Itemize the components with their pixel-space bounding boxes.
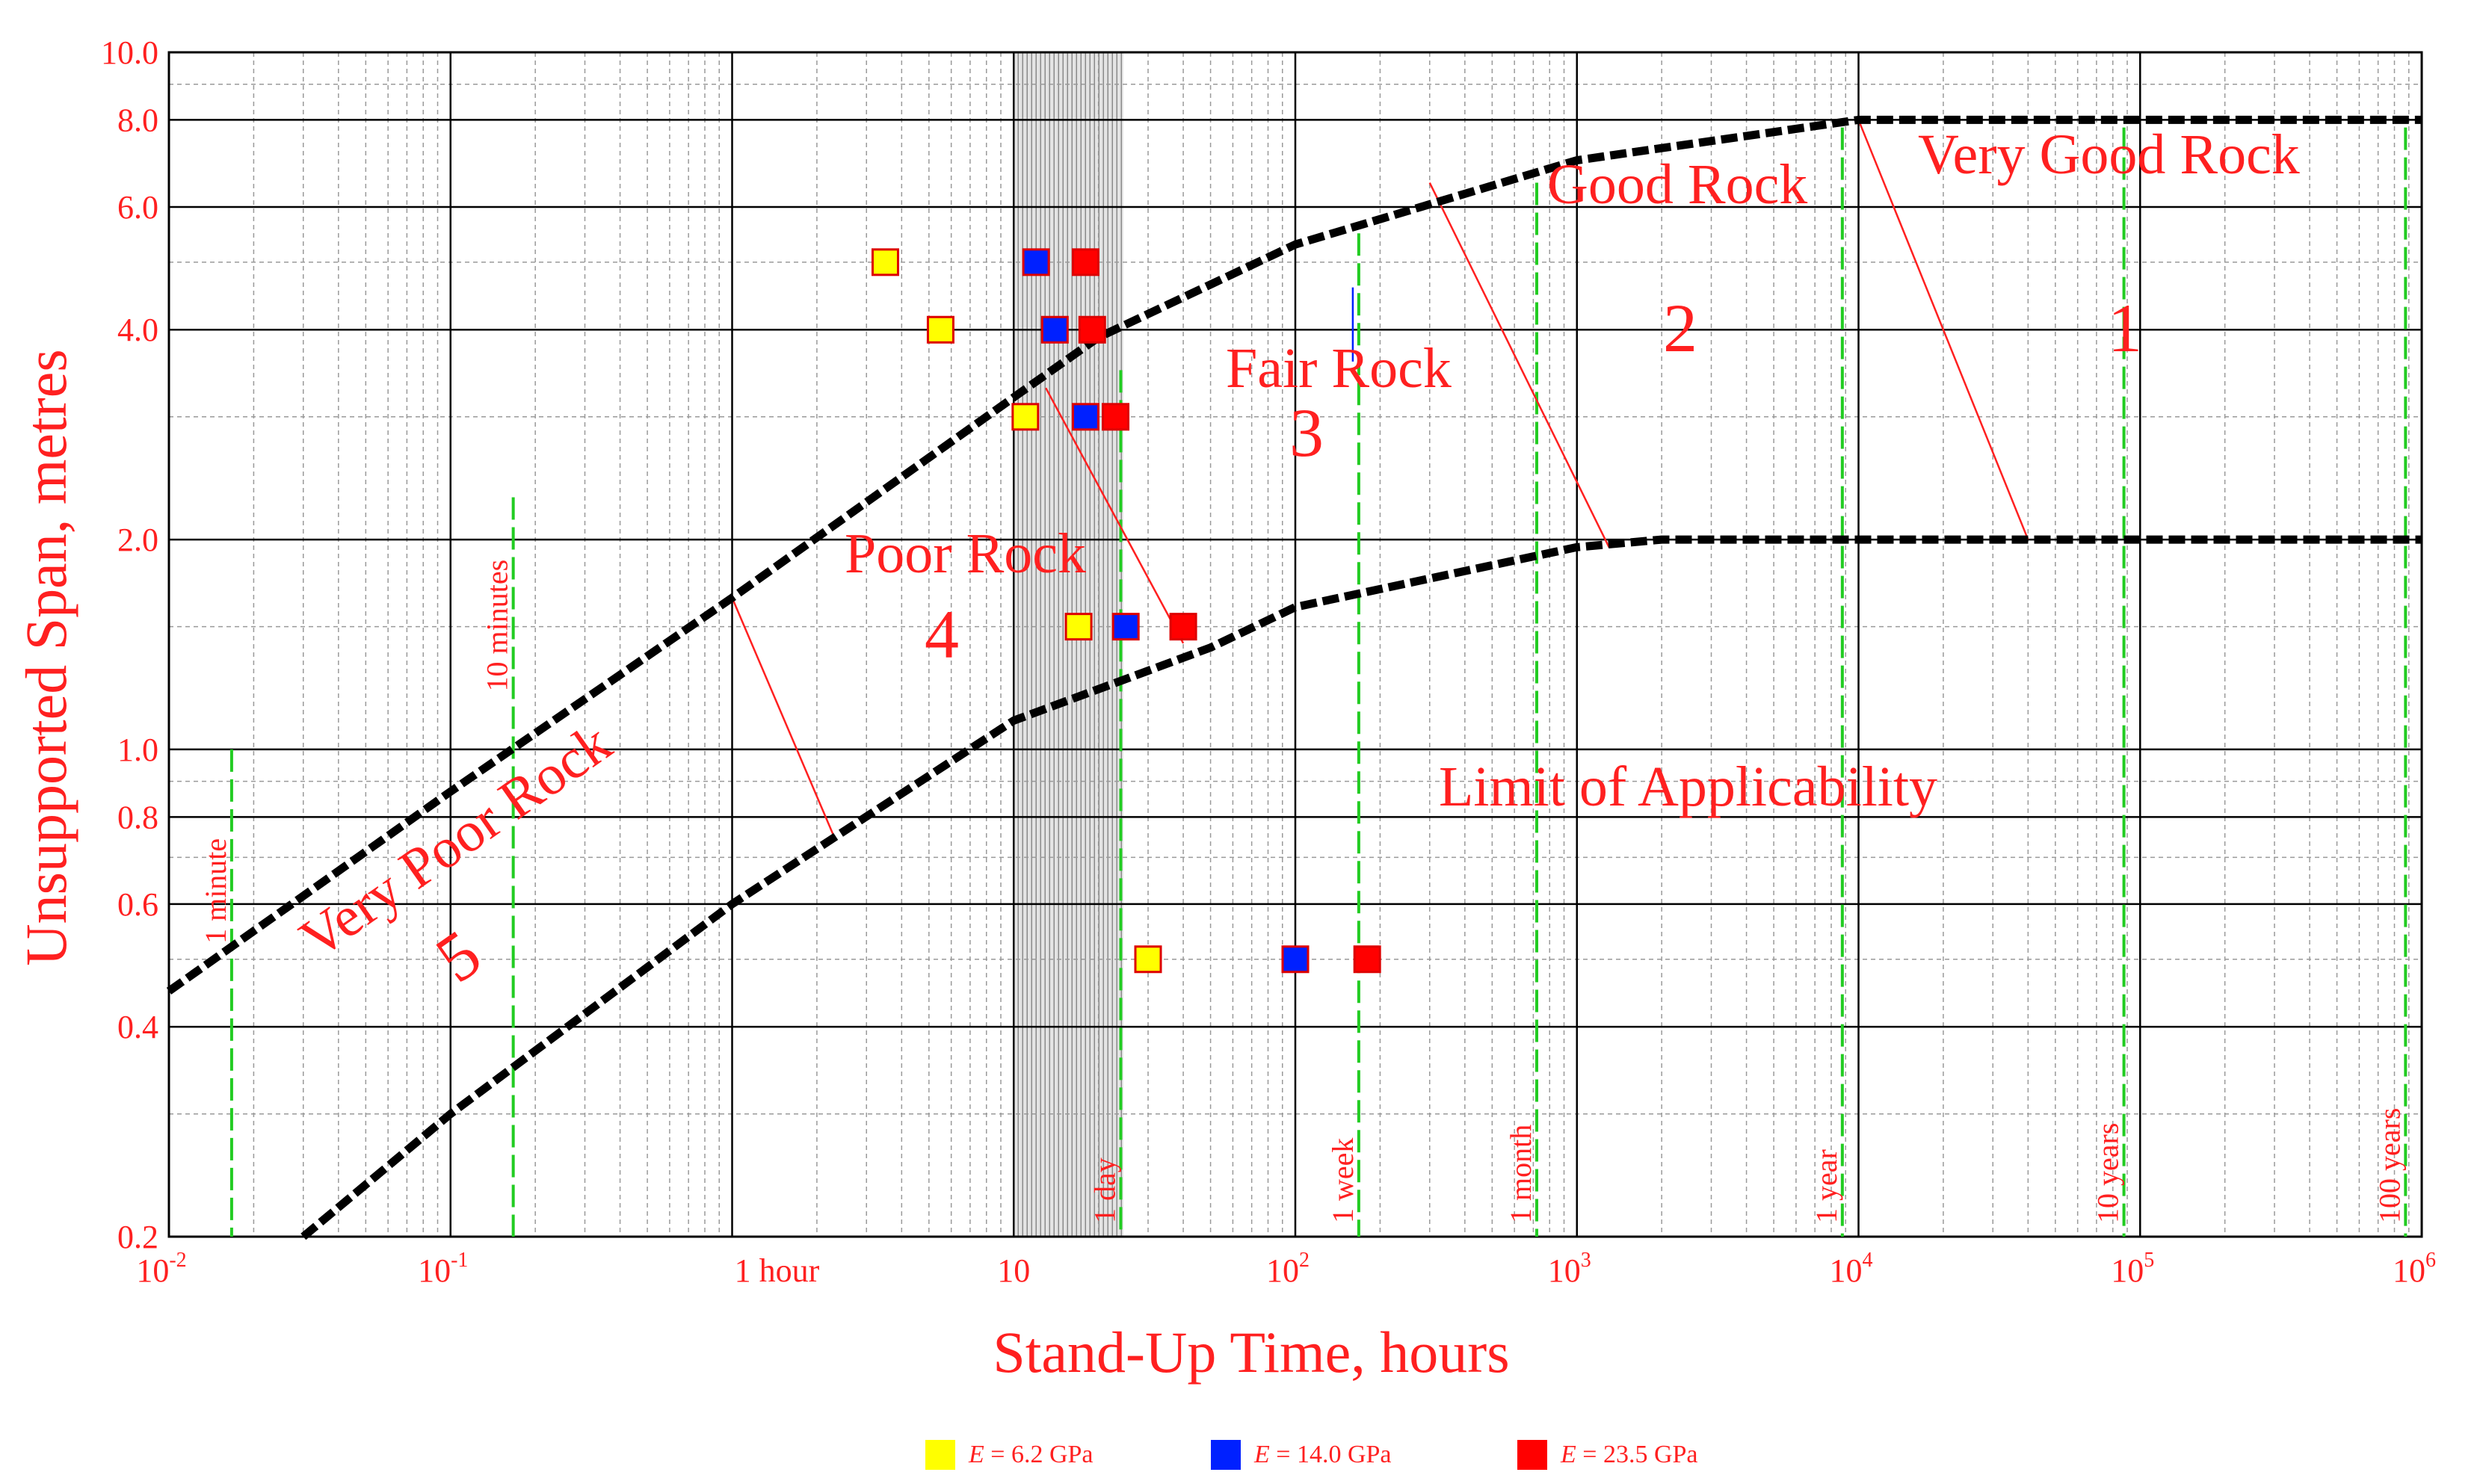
y-tick-label: 0.8: [117, 799, 158, 835]
data-point-series-1: [871, 248, 899, 276]
legend-var: E: [969, 1441, 984, 1468]
x-tick-exponent: 5: [2144, 1249, 2154, 1272]
y-tick-label: 4.0: [117, 312, 158, 348]
y-tick-label: 10.0: [101, 34, 158, 71]
x-tick-base: 10: [1266, 1252, 1299, 1289]
rock-class-label-1: Very Good Rock: [1918, 123, 2300, 186]
x-tick-exponent: -2: [169, 1249, 186, 1272]
axis-titles: Stand-Up Time, hours Unsupported Span, m…: [13, 349, 1510, 1385]
legend-item-e-6-2: E = 6.2 GPa: [925, 1436, 1094, 1474]
legend-var: E: [1561, 1441, 1576, 1468]
data-point-series-2: [1111, 613, 1140, 641]
legend-label-text: = 6.2 GPa: [984, 1441, 1094, 1468]
data-points: [871, 248, 1381, 974]
class-divider-line: [1428, 182, 1610, 548]
data-point-series-3: [1169, 613, 1197, 641]
x-tick-base: 10: [2111, 1252, 2144, 1289]
x-tick-label: 104: [1830, 1249, 1873, 1289]
class-divider-line: [1857, 119, 2029, 540]
time-marker-label: 1 week: [1326, 1138, 1360, 1223]
rock-class-number-3: 3: [1289, 395, 1324, 471]
x-tick-base: 10: [997, 1252, 1030, 1289]
data-point-series-1: [926, 315, 954, 344]
legend-item-e-14-0: E = 14.0 GPa: [1211, 1436, 1392, 1474]
x-tick-exponent: 2: [1299, 1249, 1310, 1272]
data-point-series-3: [1102, 403, 1130, 431]
hatched-band-fill: [1014, 52, 1123, 1237]
x-tick-base: 10: [2393, 1252, 2425, 1289]
y-tick-label: 1.0: [117, 732, 158, 768]
time-marker-label: 10 minutes: [481, 560, 514, 692]
legend-label-text: = 14.0 GPa: [1269, 1441, 1392, 1468]
rock-class-label-2: Good Rock: [1547, 153, 1807, 216]
legend-item-e-23-5: E = 23.5 GPa: [1517, 1436, 1698, 1474]
y-tick-label: 6.0: [117, 189, 158, 226]
x-tick-label: 102: [1266, 1249, 1310, 1289]
legend-swatch-yellow: [925, 1440, 955, 1470]
legend-var: E: [1254, 1441, 1270, 1468]
rock-class-number-1: 1: [2108, 290, 2142, 366]
y-tick-label: 8.0: [117, 102, 158, 138]
time-marker-label: 1 month: [1504, 1125, 1537, 1223]
time-marker-label: 100 years: [2372, 1108, 2406, 1223]
x-tick-label: 103: [1548, 1249, 1591, 1289]
class-divider-line: [731, 597, 835, 837]
legend-swatch-blue: [1211, 1440, 1241, 1470]
data-point-series-2: [1040, 315, 1069, 344]
time-marker-label: 1 year: [1810, 1149, 1843, 1223]
x-axis-title: Stand-Up Time, hours: [993, 1320, 1509, 1385]
x-tick-base: 10: [418, 1252, 451, 1289]
class-dividers: [731, 119, 2029, 837]
rock-class-label-4: Poor Rock: [845, 522, 1086, 585]
y-tick-label: 0.2: [117, 1219, 158, 1255]
time-marker-label: 1 minute: [199, 838, 232, 944]
data-point-series-3: [1078, 315, 1106, 344]
x-tick-exponent: -1: [451, 1249, 468, 1272]
x-tick-exponent: 4: [1863, 1249, 1873, 1272]
time-marker-label: 10 years: [2091, 1123, 2125, 1223]
y-tick-label: 2.0: [117, 522, 158, 558]
data-point-series-3: [1071, 248, 1099, 276]
grid: [167, 51, 2423, 1238]
tick-labels: 10.08.06.04.02.01.00.80.60.40.210-2 10-1 1…: [101, 34, 2436, 1289]
data-point-series-2: [1022, 248, 1050, 276]
y-tick-label: 0.6: [117, 886, 158, 923]
time-markers: 1 minute 10 minutes 1 day 1 week 1 month 1 ye…: [199, 127, 2408, 1237]
x-tick-base: 10: [1548, 1252, 1581, 1289]
x-tick-base: 10: [1830, 1252, 1863, 1289]
rock-class-label-3: Fair Rock: [1226, 337, 1452, 400]
x-tick-label: 10-1: [418, 1249, 468, 1289]
x-tick-label: 106: [2393, 1249, 2436, 1289]
region-labels: Very Good Rock Good Rock Fair Rock Poor …: [289, 123, 2300, 997]
plot-frame: [167, 51, 2423, 1238]
data-point-series-2: [1281, 945, 1310, 974]
class-divider-line: [1045, 387, 1185, 644]
x-tick-label: 10-2: [136, 1249, 186, 1289]
rock-class-number-5: 5: [422, 915, 494, 997]
legend-label-text: = 23.5 GPa: [1576, 1441, 1698, 1468]
time-marker-label: 1 day: [1088, 1157, 1121, 1223]
rock-class-number-2: 2: [1663, 290, 1697, 366]
x-tick-exponent: 6: [2425, 1249, 2436, 1272]
data-point-series-2: [1071, 403, 1099, 431]
x-extra-label: 1 hour: [735, 1252, 820, 1289]
legend: E = 6.2 GPa E = 14.0 GPa E = 23.5 GPa: [0, 1436, 2486, 1474]
data-point-series-1: [1134, 945, 1162, 974]
x-tick-base: 10: [136, 1252, 169, 1289]
x-tick-label: 105: [2111, 1249, 2154, 1289]
legend-swatch-red: [1517, 1440, 1547, 1470]
boundary-curve-lower: [300, 535, 2422, 1240]
x-tick-exponent: 3: [1581, 1249, 1591, 1272]
y-axis-title: Unsupported Span, metres: [13, 349, 78, 965]
data-point-series-1: [1064, 613, 1093, 641]
x-tick-label: 10: [997, 1252, 1030, 1289]
data-point-series-3: [1353, 945, 1381, 974]
hatched-band: [1013, 52, 1123, 1237]
data-point-series-1: [1011, 403, 1040, 431]
rock-class-number-4: 4: [925, 596, 959, 673]
y-tick-label: 0.4: [117, 1009, 158, 1045]
limit-of-applicability-label: Limit of Applicability: [1439, 755, 1937, 818]
